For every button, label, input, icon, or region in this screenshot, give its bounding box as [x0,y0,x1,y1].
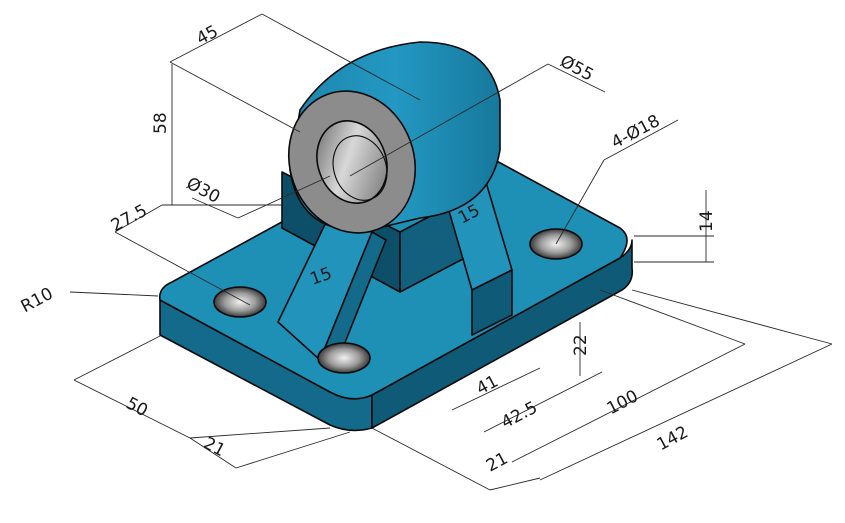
dimension-lines [69,13,833,491]
dim-100: 100 [604,386,642,419]
bore-hole [316,120,388,204]
dim-45: 45 [193,22,221,50]
rib-right-side [471,269,513,336]
dim-58: 58 [151,112,171,134]
dim-r10: R10 [18,284,57,317]
dim-142: 142 [654,422,692,455]
dim-21-bottom: 21 [483,449,511,477]
dim-41: 41 [473,372,501,400]
dim-50: 50 [122,393,150,421]
cylinder-boss [287,41,501,234]
dim-14: 14 [697,210,717,232]
dim-27-5: 27.5 [108,201,151,236]
dim-42-5: 42.5 [498,398,541,433]
bolt-hole-2 [317,342,371,374]
bore-inner-edge [332,135,388,201]
dim-22: 22 [571,334,591,356]
bolt-hole-1 [213,286,267,318]
bolt-holes [213,228,583,374]
dim-21-left: 21 [200,433,228,461]
base-right-face [371,239,634,429]
dim-4-d18: 4-Ø18 [608,111,663,153]
dim-d55: Ø55 [556,51,596,85]
